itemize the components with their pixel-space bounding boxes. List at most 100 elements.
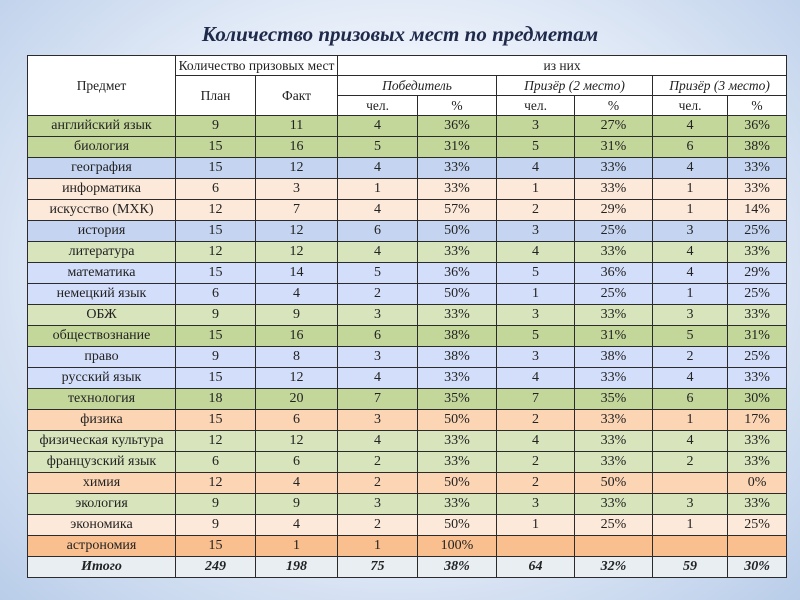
- second-count-cell: 1: [496, 178, 576, 200]
- second-percent-cell: 33%: [574, 409, 654, 431]
- subject-cell: экология: [27, 493, 176, 515]
- third-percent-cell: 33%: [727, 304, 788, 326]
- table-row: физическая культура 12 12 4 33% 4 33% 4 33%: [27, 430, 788, 452]
- subject-cell: английский язык: [27, 115, 176, 137]
- winner-percent-cell: 33%: [417, 430, 498, 452]
- total-winner-count-cell: 75: [337, 556, 419, 578]
- second-percent-cell: 33%: [574, 178, 654, 200]
- winner-percent-cell: 50%: [417, 283, 498, 305]
- fact-cell: 9: [254, 304, 339, 326]
- third-percent-cell: 38%: [727, 136, 788, 158]
- winner-count-cell: 3: [337, 409, 419, 431]
- second-count-cell: 4: [496, 367, 576, 389]
- winner-percent-cell: 33%: [417, 304, 498, 326]
- second-percent-cell: 25%: [574, 283, 654, 305]
- subject-cell: немецкий язык: [27, 283, 176, 305]
- page-title: Количество призовых мест по предметам: [201, 22, 599, 46]
- fact-cell: 3: [254, 178, 339, 200]
- second-count-cell: 3: [496, 493, 576, 515]
- header-winner: Победитель: [337, 75, 498, 96]
- winner-percent-cell: 31%: [417, 136, 498, 158]
- table-row: обществознание 15 16 6 38% 5 31% 5 31%: [27, 325, 788, 347]
- subject-cell: право: [27, 346, 176, 368]
- plan-cell: 6: [175, 178, 256, 200]
- third-count-cell: 4: [652, 115, 729, 137]
- second-percent-cell: 33%: [574, 157, 654, 179]
- third-count-cell: 3: [652, 220, 729, 242]
- header-people: чел.: [496, 95, 576, 116]
- winner-percent-cell: 33%: [417, 451, 498, 473]
- header-percent: %: [417, 95, 498, 116]
- second-percent-cell: 33%: [574, 367, 654, 389]
- third-count-cell: 1: [652, 283, 729, 305]
- subject-cell: искусство (МХК): [27, 199, 176, 221]
- header-people: чел.: [652, 95, 729, 116]
- header-second: Призёр (2 место): [496, 75, 654, 96]
- fact-cell: 9: [254, 493, 339, 515]
- fact-cell: 20: [254, 388, 339, 410]
- winner-count-cell: 5: [337, 262, 419, 284]
- third-percent-cell: 25%: [727, 220, 788, 242]
- table-row: астрономия 15 1 1 100%: [27, 535, 788, 557]
- subject-cell: история: [27, 220, 176, 242]
- plan-cell: 15: [175, 157, 256, 179]
- second-percent-cell: 35%: [574, 388, 654, 410]
- second-count-cell: 3: [496, 346, 576, 368]
- winner-count-cell: 3: [337, 346, 419, 368]
- second-percent-cell: 33%: [574, 241, 654, 263]
- fact-cell: 12: [254, 430, 339, 452]
- table-row: экология 9 9 3 33% 3 33% 3 33%: [27, 493, 788, 515]
- third-percent-cell: 0%: [727, 472, 788, 494]
- total-second-percent-cell: 32%: [574, 556, 654, 578]
- plan-cell: 12: [175, 241, 256, 263]
- winner-percent-cell: 33%: [417, 157, 498, 179]
- table-row: искусство (МХК) 12 7 4 57% 2 29% 1 14%: [27, 199, 788, 221]
- fact-cell: 11: [254, 115, 339, 137]
- second-count-cell: 1: [496, 283, 576, 305]
- subject-cell: астрономия: [27, 535, 176, 557]
- winner-percent-cell: 57%: [417, 199, 498, 221]
- winner-count-cell: 6: [337, 220, 419, 242]
- winner-count-cell: 7: [337, 388, 419, 410]
- winner-percent-cell: 50%: [417, 409, 498, 431]
- table-row: немецкий язык 6 4 2 50% 1 25% 1 25%: [27, 283, 788, 305]
- fact-cell: 16: [254, 136, 339, 158]
- subject-cell: французский язык: [27, 451, 176, 473]
- second-count-cell: 1: [496, 514, 576, 536]
- third-percent-cell: 33%: [727, 178, 788, 200]
- plan-cell: 18: [175, 388, 256, 410]
- second-percent-cell: 29%: [574, 199, 654, 221]
- second-count-cell: 5: [496, 262, 576, 284]
- second-count-cell: 2: [496, 199, 576, 221]
- plan-cell: 15: [175, 535, 256, 557]
- third-count-cell: [652, 472, 729, 494]
- winner-count-cell: 3: [337, 304, 419, 326]
- plan-cell: 15: [175, 325, 256, 347]
- second-percent-cell: 33%: [574, 493, 654, 515]
- header-subject: Предмет: [27, 55, 176, 116]
- subject-cell: технология: [27, 388, 176, 410]
- table-row: право 9 8 3 38% 3 38% 2 25%: [27, 346, 788, 368]
- plan-cell: 15: [175, 367, 256, 389]
- plan-cell: 9: [175, 304, 256, 326]
- fact-cell: 14: [254, 262, 339, 284]
- winner-count-cell: 4: [337, 115, 419, 137]
- second-count-cell: 2: [496, 451, 576, 473]
- total-winner-percent-cell: 38%: [417, 556, 498, 578]
- third-percent-cell: 33%: [727, 367, 788, 389]
- second-count-cell: 4: [496, 157, 576, 179]
- fact-cell: 12: [254, 367, 339, 389]
- fact-cell: 1: [254, 535, 339, 557]
- third-count-cell: 4: [652, 430, 729, 452]
- second-percent-cell: 27%: [574, 115, 654, 137]
- table-row: литература 12 12 4 33% 4 33% 4 33%: [27, 241, 788, 263]
- subject-cell: информатика: [27, 178, 176, 200]
- table-row: физика 15 6 3 50% 2 33% 1 17%: [27, 409, 788, 431]
- third-percent-cell: 33%: [727, 493, 788, 515]
- total-row: Итого 249 198 75 38% 64 32% 59 30%: [27, 556, 788, 578]
- subject-cell: ОБЖ: [27, 304, 176, 326]
- third-count-cell: 4: [652, 241, 729, 263]
- fact-cell: 4: [254, 514, 339, 536]
- table-row: ОБЖ 9 9 3 33% 3 33% 3 33%: [27, 304, 788, 326]
- fact-cell: 6: [254, 451, 339, 473]
